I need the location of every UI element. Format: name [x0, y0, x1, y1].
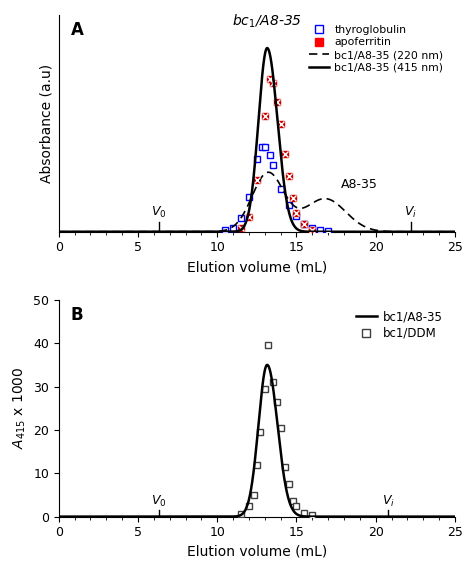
Text: $V_0$: $V_0$ — [151, 494, 166, 509]
Text: $bc_1$/A8-35: $bc_1$/A8-35 — [232, 13, 302, 30]
Legend: thyroglobulin, apoferritin, bc1/A8-35 (220 nm), bc1/A8-35 (415 nm): thyroglobulin, apoferritin, bc1/A8-35 (2… — [307, 23, 446, 75]
Y-axis label: $A_{415}$ x 1000: $A_{415}$ x 1000 — [11, 367, 27, 450]
X-axis label: Elution volume (mL): Elution volume (mL) — [187, 545, 327, 559]
Text: B: B — [71, 306, 83, 324]
Text: A8-35: A8-35 — [341, 178, 378, 192]
Text: $V_0$: $V_0$ — [151, 205, 166, 220]
Text: $V_i$: $V_i$ — [382, 494, 395, 509]
Y-axis label: Absorbance (a.u): Absorbance (a.u) — [39, 64, 53, 183]
Text: A: A — [71, 22, 83, 39]
X-axis label: Elution volume (mL): Elution volume (mL) — [187, 260, 327, 274]
Legend: bc1/A8-35, bc1/DDM: bc1/A8-35, bc1/DDM — [353, 308, 445, 342]
Text: $V_i$: $V_i$ — [404, 205, 417, 220]
